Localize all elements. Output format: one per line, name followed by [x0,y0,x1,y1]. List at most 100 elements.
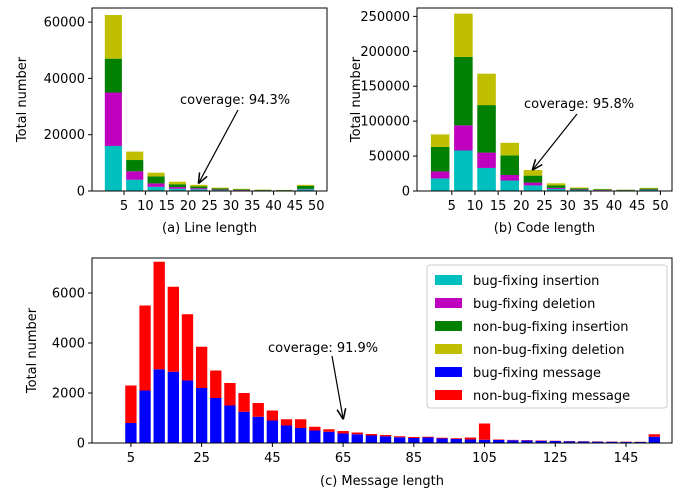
coverage-annotation: coverage: 94.3% [180,93,290,108]
y-axis-label: Total number [15,56,30,143]
bar-segment [549,441,561,443]
bar-segment [295,428,307,443]
x-tick-label: 20 [180,199,197,214]
bar-segment [190,189,208,191]
bar-segment [323,431,335,443]
bar-segment [570,187,589,189]
bar-segment [523,170,543,176]
bar-segment [190,184,208,187]
coverage-annotation: coverage: 91.9% [268,341,378,356]
y-axis-label: Total number [25,307,40,394]
bar-segment [500,174,519,181]
bar-segment [454,56,473,126]
x-tick-label: 45 [629,199,646,214]
legend-swatch [435,390,462,400]
bar-segment [190,188,208,190]
bar-segment [454,150,473,191]
bar-segment [639,189,659,191]
bar-segment [351,432,363,435]
bar-segment [167,371,179,443]
bar-segment [500,155,519,175]
bar-segment [648,434,660,437]
bar-segment [104,15,122,59]
bar-segment [546,188,566,191]
legend-swatch [435,321,462,331]
bar-segment [563,441,576,443]
bar-segment [394,437,406,443]
bar-segment [430,171,450,179]
bar-segment [181,314,194,381]
bar-segment [408,437,420,438]
y-tick-label: 60000 [44,16,85,31]
bar-segment [500,180,519,191]
bar-segment [125,385,137,423]
bar-segment [104,145,122,191]
x-tick-label: 5 [448,199,456,214]
y-tick-label: 0 [77,185,85,200]
bar-segment [139,390,151,443]
chart-b: 0 50000 100000 150000 200000 250000 5 10 15 20 25 3… [349,7,673,236]
y-tick-label: 200000 [360,45,410,60]
bar-segment [147,172,165,177]
bar-segment [648,436,660,443]
x-tick-label: 10 [467,199,484,214]
y-tick-label: 20000 [44,128,85,143]
bar-segment [252,403,264,417]
y-tick-label: 2000 [52,387,85,402]
bar-segment [309,426,321,431]
legend-entry: non-bug-fixing message [473,389,630,404]
x-tick-label: 35 [583,199,600,214]
bar-segment [606,441,618,443]
bar-segment [365,435,378,443]
bar-segment [224,383,236,406]
bar-segment [297,184,315,186]
bar-segment [181,380,194,443]
x-tick-label: 45 [264,451,281,466]
x-tick-label: 40 [265,199,282,214]
bar-segment [535,440,547,443]
x-tick-label: 65 [335,451,352,466]
annotation-arrow [331,355,343,419]
bar-segment [639,188,659,190]
bar-segment [168,188,186,191]
bar-segment [523,185,543,191]
x-tick-label: 15 [490,199,507,214]
bar-segment [422,437,434,443]
annotation-arrow [533,113,578,169]
bar-segment [210,370,222,398]
bar-segment [379,436,392,443]
x-tick-label: 10 [137,199,154,214]
bar-segment [153,369,165,443]
bar-segment [210,398,222,443]
y-tick-label: 50000 [369,150,410,165]
bar-segment [195,346,208,388]
legend: bug-fixing insertion bug-fixing deletion n… [426,264,668,409]
legend-swatch [435,344,462,354]
bar-segment [153,261,165,370]
bar-segment [295,419,307,428]
bar-segment [147,183,165,187]
bar-segment [309,430,321,443]
bar-segment [139,305,151,391]
bar-segment [493,440,505,443]
bar-segment [454,13,473,57]
bar-segment [238,411,250,443]
bar-segment [523,175,543,183]
bar-segment [147,176,165,184]
x-tick-label: 25 [536,199,553,214]
y-tick-label: 6000 [52,287,85,302]
bar-segment [104,58,122,93]
bar-segment [297,189,315,191]
bar-segment [592,441,604,444]
bar-segment [297,185,315,189]
legend-entry: bug-fixing message [473,366,601,381]
bar-segment [436,437,448,439]
bar-segment [521,440,533,443]
bar-segment [477,167,496,191]
legend-entry: non-bug-fixing insertion [473,320,629,335]
x-tick-label: 30 [559,199,576,214]
legend-swatch [435,367,462,377]
bar-segment [280,425,293,443]
bar-segment [280,419,293,426]
